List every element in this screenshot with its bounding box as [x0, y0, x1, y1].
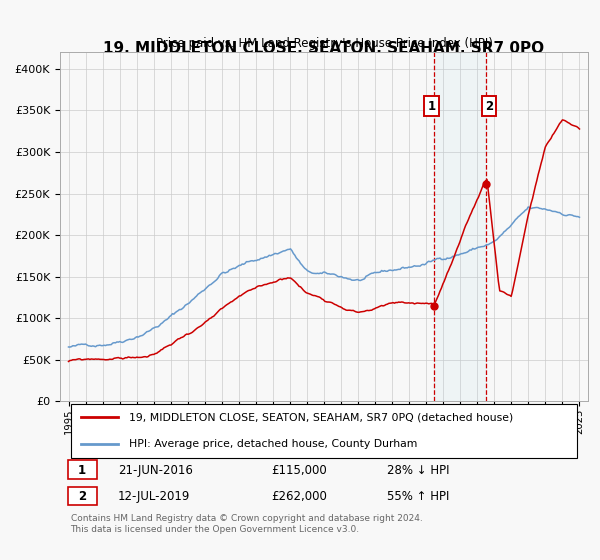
Text: 2: 2 [485, 100, 493, 113]
FancyBboxPatch shape [68, 487, 97, 506]
Text: 1: 1 [428, 100, 436, 113]
Text: 1: 1 [78, 464, 86, 477]
Text: 19, MIDDLETON CLOSE, SEATON, SEAHAM, SR7 0PQ: 19, MIDDLETON CLOSE, SEATON, SEAHAM, SR7… [103, 41, 545, 56]
Text: Contains HM Land Registry data © Crown copyright and database right 2024.
This d: Contains HM Land Registry data © Crown c… [71, 515, 422, 534]
Text: 12-JUL-2019: 12-JUL-2019 [118, 490, 190, 503]
Bar [434, 52, 487, 402]
Text: 55% ↑ HPI: 55% ↑ HPI [388, 490, 450, 503]
Text: 2: 2 [78, 490, 86, 503]
Text: HPI: Average price, detached house, County Durham: HPI: Average price, detached house, Coun… [128, 440, 417, 450]
Text: £262,000: £262,000 [271, 490, 327, 503]
Text: Price paid vs. HM Land Registry's House Price Index (HPI): Price paid vs. HM Land Registry's House … [155, 38, 493, 50]
Text: 19, MIDDLETON CLOSE, SEATON, SEAHAM, SR7 0PQ (detached house): 19, MIDDLETON CLOSE, SEATON, SEAHAM, SR7… [128, 413, 513, 422]
FancyBboxPatch shape [68, 460, 97, 479]
FancyBboxPatch shape [71, 404, 577, 458]
Text: £115,000: £115,000 [271, 464, 327, 477]
Text: 21-JUN-2016: 21-JUN-2016 [118, 464, 193, 477]
Text: 28% ↓ HPI: 28% ↓ HPI [388, 464, 450, 477]
